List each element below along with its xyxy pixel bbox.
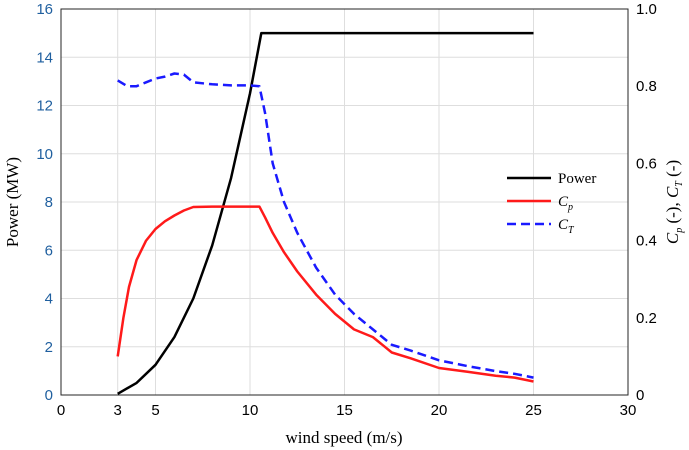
series-line-power <box>117 31 534 395</box>
left-tick-label: 10 <box>36 146 53 163</box>
right-axis-label-ct-sub: T <box>674 180 685 187</box>
right-axis-label-cp: C <box>663 232 682 244</box>
left-tick-label: 8 <box>45 194 53 211</box>
x-tick-label: 0 <box>57 402 65 419</box>
right-axis-label-sep: (-), <box>663 198 682 228</box>
right-tick-label: 0.8 <box>636 78 657 95</box>
legend: Power Cp CT <box>507 171 596 236</box>
legend-ct-label: CT <box>558 217 575 236</box>
series-layer <box>116 31 534 395</box>
right-tick-label: 0 <box>636 387 644 404</box>
right-axis-label-cp-sub: p <box>674 228 685 234</box>
right-axis-label-end: (-) <box>663 160 682 181</box>
right-tick-label: 0.4 <box>636 233 657 250</box>
series-line-ct <box>117 72 534 379</box>
x-tick-label: 25 <box>525 402 542 419</box>
left-axis-label: Power (MW) <box>3 157 22 247</box>
x-tick-label: 15 <box>336 402 353 419</box>
left-tick-label: 16 <box>36 1 53 18</box>
right-tick-label: 1.0 <box>636 1 657 18</box>
x-tick-label: 20 <box>431 402 448 419</box>
x-tick-label: 30 <box>620 402 637 419</box>
legend-cp-label: Cp <box>558 194 573 213</box>
tick-labels: 0 3 5 10 15 20 25 30024681012141600.20.40.60.81… <box>36 1 657 419</box>
left-tick-label: 0 <box>45 387 53 404</box>
left-tick-label: 6 <box>45 242 53 259</box>
legend-power-label: Power <box>558 171 596 187</box>
right-axis-label-ct: C <box>663 186 682 198</box>
series-line-cp <box>116 205 534 383</box>
x-axis-label: wind speed (m/s) <box>285 428 402 447</box>
x-tick-label: 3 <box>114 402 122 419</box>
left-tick-label: 2 <box>45 339 53 356</box>
left-tick-label: 4 <box>45 291 53 308</box>
x-tick-label: 10 <box>242 402 259 419</box>
left-tick-label: 12 <box>36 98 53 115</box>
right-tick-label: 0.2 <box>636 310 657 327</box>
left-tick-label: 14 <box>36 49 53 66</box>
right-tick-label: 0.6 <box>636 155 657 172</box>
x-tick-label: 5 <box>151 402 159 419</box>
right-axis-label: Cp (-), CT (-) <box>663 160 685 244</box>
plot-frame <box>60 8 629 396</box>
